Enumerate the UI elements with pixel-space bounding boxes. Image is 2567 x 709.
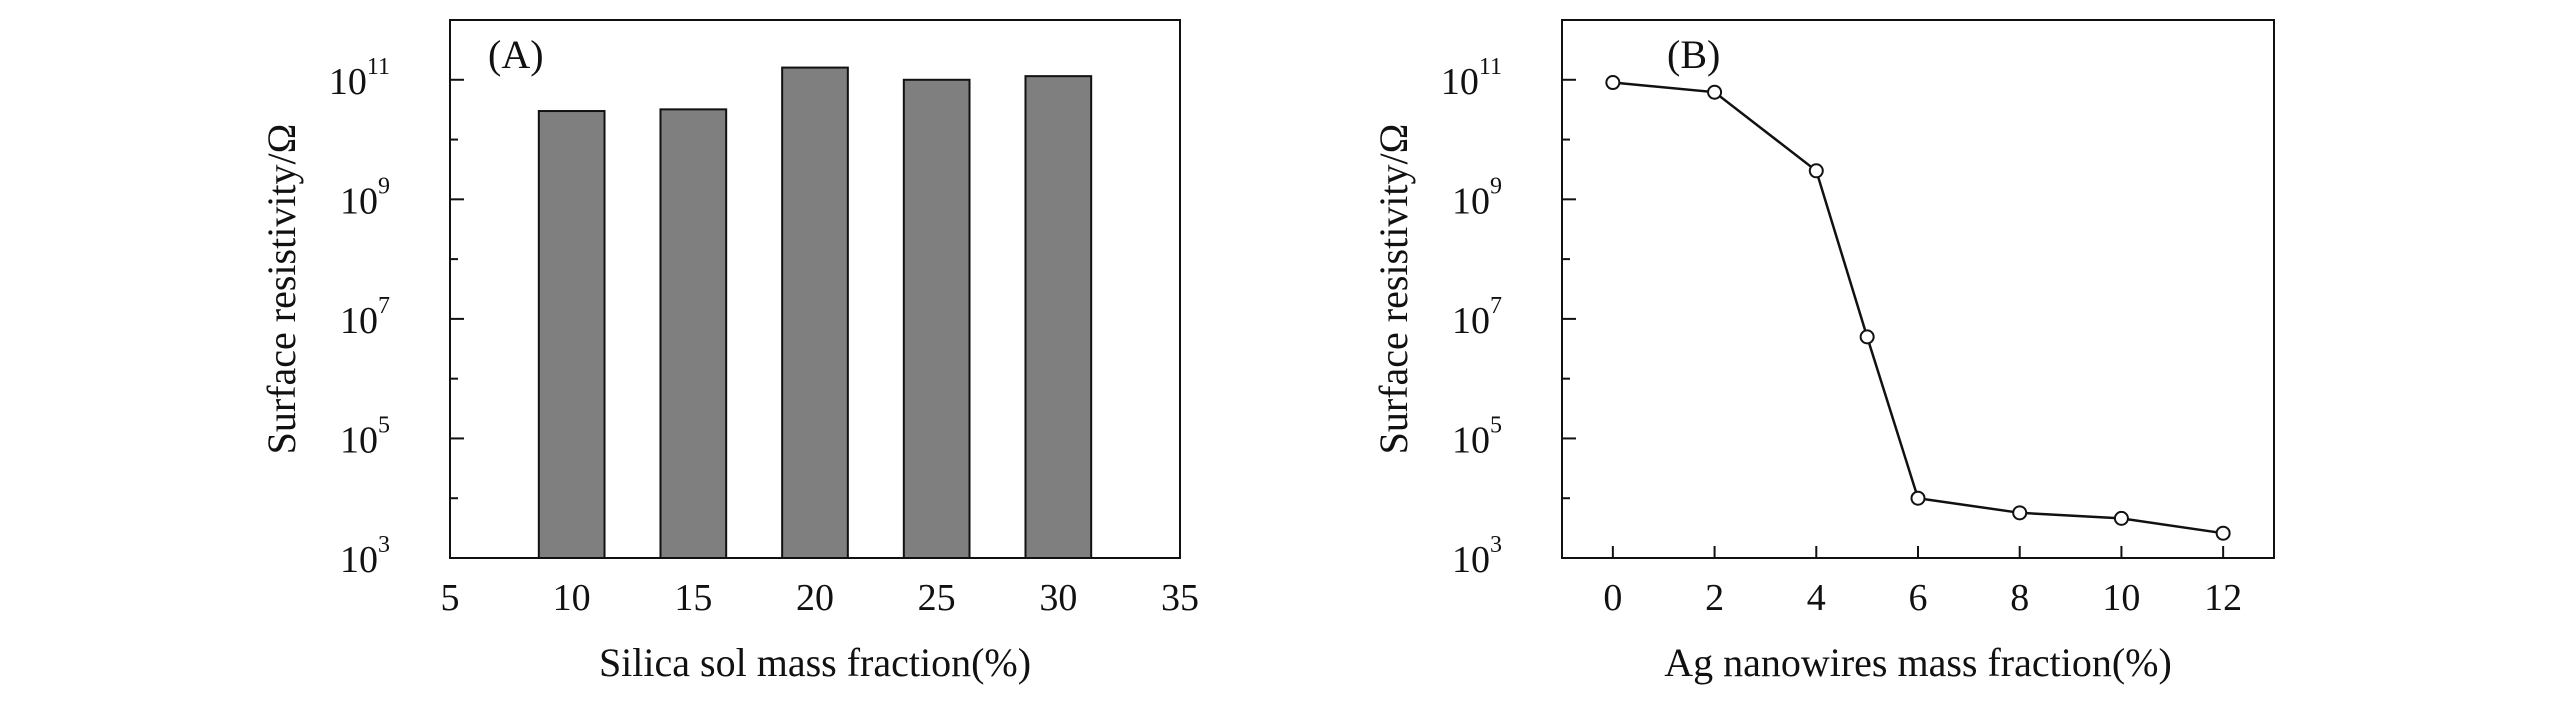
- data-point-12: [2215, 525, 2231, 541]
- data-point-2: [1707, 84, 1723, 100]
- series-line: [1612, 81, 2224, 535]
- y-tick-base: 10: [1452, 180, 1490, 222]
- y-tick-label: 107: [1452, 293, 1502, 342]
- data-point-4: [1808, 163, 1824, 179]
- y-tick-label: 105: [340, 412, 390, 461]
- y-tick-base: 10: [340, 180, 378, 222]
- data-point-8: [2012, 505, 2028, 521]
- bar-10: [537, 110, 606, 560]
- x-tick-label: 4: [1807, 577, 1826, 619]
- x-tick-label: 5: [441, 577, 460, 619]
- y-tick-base: 10: [340, 300, 378, 342]
- y-tick-exponent: 3: [378, 532, 390, 558]
- y-tick-base: 10: [340, 419, 378, 461]
- bar-25: [902, 78, 971, 560]
- y-tick-exponent: 11: [1479, 54, 1502, 80]
- x-tick-label: 30: [1039, 577, 1077, 619]
- y-tick-label: 105: [1452, 412, 1502, 461]
- data-point-0: [1605, 75, 1621, 91]
- y-tick-base: 10: [1452, 300, 1490, 342]
- bar-15: [659, 108, 728, 559]
- x-tick-label: 25: [918, 577, 956, 619]
- x-tick-label: 10: [2102, 577, 2140, 619]
- y-tick-exponent: 7: [1490, 293, 1502, 319]
- data-point-10: [2113, 510, 2129, 526]
- panel-label: (B): [1667, 32, 1720, 77]
- x-tick-label: 8: [2010, 577, 2029, 619]
- y-tick-exponent: 5: [1490, 412, 1502, 438]
- bar-30: [1024, 75, 1093, 560]
- y-tick-label: 103: [1452, 532, 1502, 581]
- y-tick-exponent: 9: [1490, 173, 1502, 199]
- x-axis-title: Silica sol mass fraction(%): [599, 640, 1031, 685]
- y-tick-label: 109: [340, 173, 390, 222]
- y-tick-base: 10: [329, 61, 367, 103]
- panel-label: (A): [488, 32, 544, 77]
- y-axis-title: Surface resistivity/Ω: [259, 124, 304, 455]
- plot-frame: [1561, 19, 2275, 559]
- x-tick-label: 6: [1909, 577, 1928, 619]
- x-axis-title: Ag nanowires mass fraction(%): [1664, 640, 2172, 685]
- x-tick-label: 12: [2204, 577, 2242, 619]
- y-tick-base: 10: [1441, 61, 1479, 103]
- y-tick-label: 107: [340, 293, 390, 342]
- y-tick-exponent: 11: [367, 54, 390, 80]
- data-point-5: [1859, 329, 1875, 345]
- y-tick-exponent: 3: [1490, 532, 1502, 558]
- x-tick-label: 15: [674, 577, 712, 619]
- y-tick-exponent: 5: [378, 412, 390, 438]
- y-tick-base: 10: [1452, 539, 1490, 581]
- y-tick-exponent: 9: [378, 173, 390, 199]
- x-tick-label: 0: [1603, 577, 1622, 619]
- y-tick-exponent: 7: [378, 293, 390, 319]
- bar-20: [781, 66, 849, 560]
- x-tick-label: 2: [1705, 577, 1724, 619]
- y-axis-title: Surface resistivity/Ω: [1371, 124, 1416, 455]
- x-tick-label: 20: [796, 577, 834, 619]
- data-point-6: [1910, 490, 1926, 506]
- y-tick-base: 10: [340, 539, 378, 581]
- x-tick-label: 10: [553, 577, 591, 619]
- y-tick-base: 10: [1452, 419, 1490, 461]
- y-tick-label: 1011: [329, 54, 390, 103]
- y-tick-label: 109: [1452, 173, 1502, 222]
- y-tick-label: 103: [340, 532, 390, 581]
- y-tick-label: 1011: [1441, 54, 1502, 103]
- x-tick-label: 35: [1161, 577, 1199, 619]
